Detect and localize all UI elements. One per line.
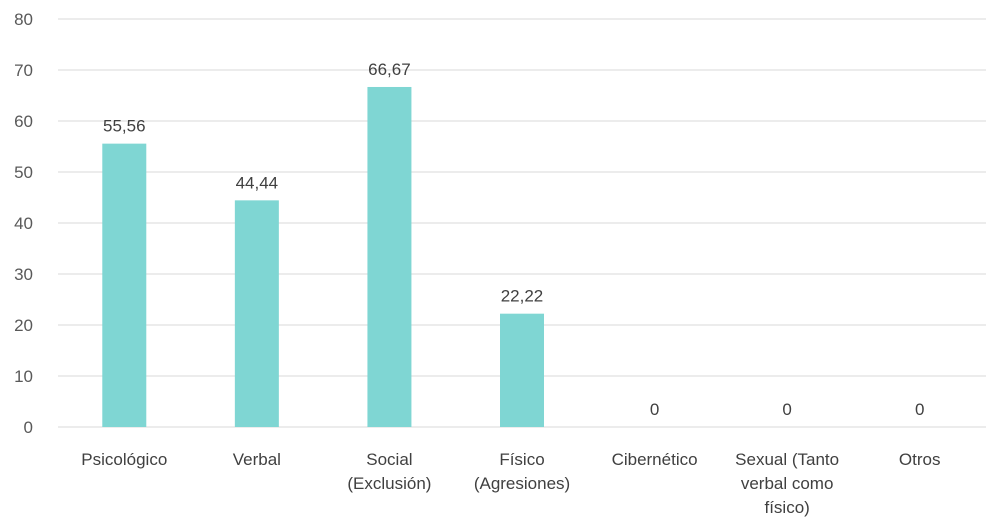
category-label: Otros [899, 450, 941, 469]
data-label: 22,22 [501, 287, 544, 306]
category-label: (Agresiones) [474, 474, 570, 493]
category-label: Físico [499, 450, 544, 469]
y-tick-label: 80 [14, 10, 33, 29]
gridlines [58, 18, 986, 428]
bar [500, 313, 544, 427]
y-tick-label: 20 [14, 316, 33, 335]
category-label: Verbal [233, 450, 281, 469]
category-label: (Exclusión) [347, 474, 431, 493]
y-tick-label: 40 [14, 214, 33, 233]
bar [102, 143, 147, 428]
category-label: Cibernético [612, 450, 698, 469]
data-label: 0 [915, 400, 924, 419]
category-label: Psicológico [81, 450, 167, 469]
bar [234, 200, 279, 427]
category-label: Sexual (Tanto [735, 450, 839, 469]
category-labels: Psicológico Verbal Social (Exclusión) Físico… [81, 450, 940, 517]
y-tick-label: 70 [14, 61, 33, 80]
y-axis-tick-labels: 0 10 20 30 40 50 60 70 80 [14, 10, 33, 437]
data-label: 66,67 [368, 60, 411, 79]
category-label: Social [366, 450, 412, 469]
data-label: 0 [782, 400, 791, 419]
data-label: 55,56 [103, 117, 146, 136]
bar [367, 86, 412, 427]
y-tick-label: 50 [14, 163, 33, 182]
y-tick-label: 10 [14, 367, 33, 386]
data-labels: 55,56 44,44 66,67 22,22 0 0 0 [103, 60, 924, 419]
y-tick-label: 0 [24, 418, 33, 437]
category-label: físico) [764, 498, 809, 517]
data-label: 44,44 [236, 173, 279, 192]
y-tick-label: 30 [14, 265, 33, 284]
data-label: 0 [650, 400, 659, 419]
category-label: verbal como [741, 474, 834, 493]
bars [102, 86, 544, 428]
y-tick-label: 60 [14, 112, 33, 131]
